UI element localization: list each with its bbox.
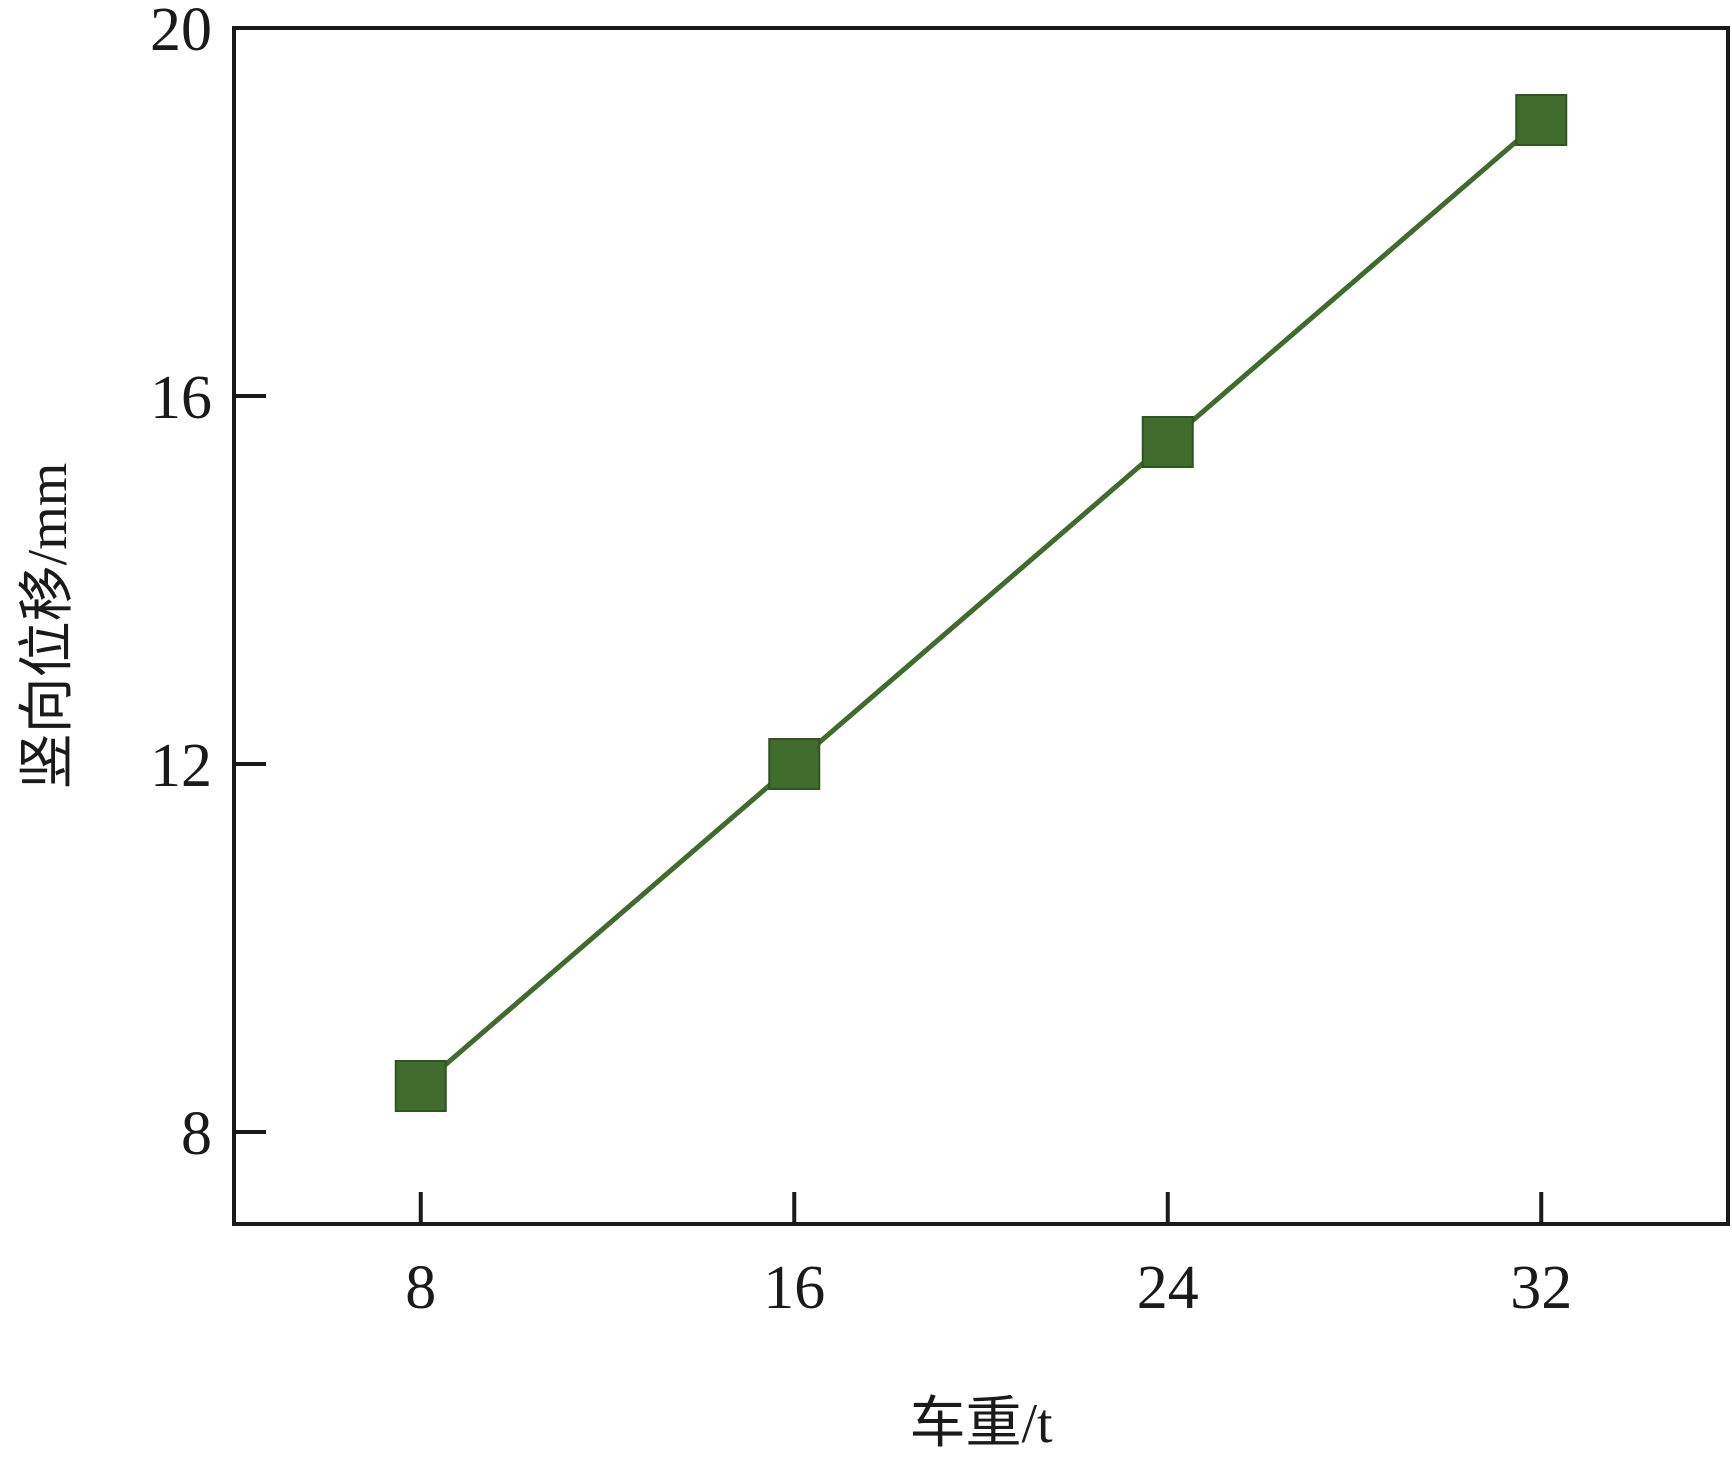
plot-frame [232,26,1730,1226]
y-axis: 8 12 16 20 [150,0,266,1168]
x-axis: 8 16 24 32 [405,1192,1572,1322]
series-line [419,118,1543,1088]
x-axis-label: 车重/t [909,1393,1053,1455]
x-tick-label: 32 [1510,1254,1572,1322]
data-point-marker [1141,416,1194,468]
data-point-marker [768,738,821,790]
y-tick-label: 20 [150,0,212,64]
data-point-marker [1515,94,1568,146]
x-tick-label: 24 [1137,1254,1199,1322]
x-tick-label: 16 [763,1254,825,1322]
x-tick-label: 8 [405,1254,436,1322]
y-tick-label: 12 [150,732,212,800]
y-axis-label: 竖向位移/mm [17,463,79,790]
series-layer [394,94,1568,1112]
y-tick-label: 8 [181,1100,212,1168]
data-point-marker [394,1060,447,1112]
y-tick-label: 16 [150,364,212,432]
